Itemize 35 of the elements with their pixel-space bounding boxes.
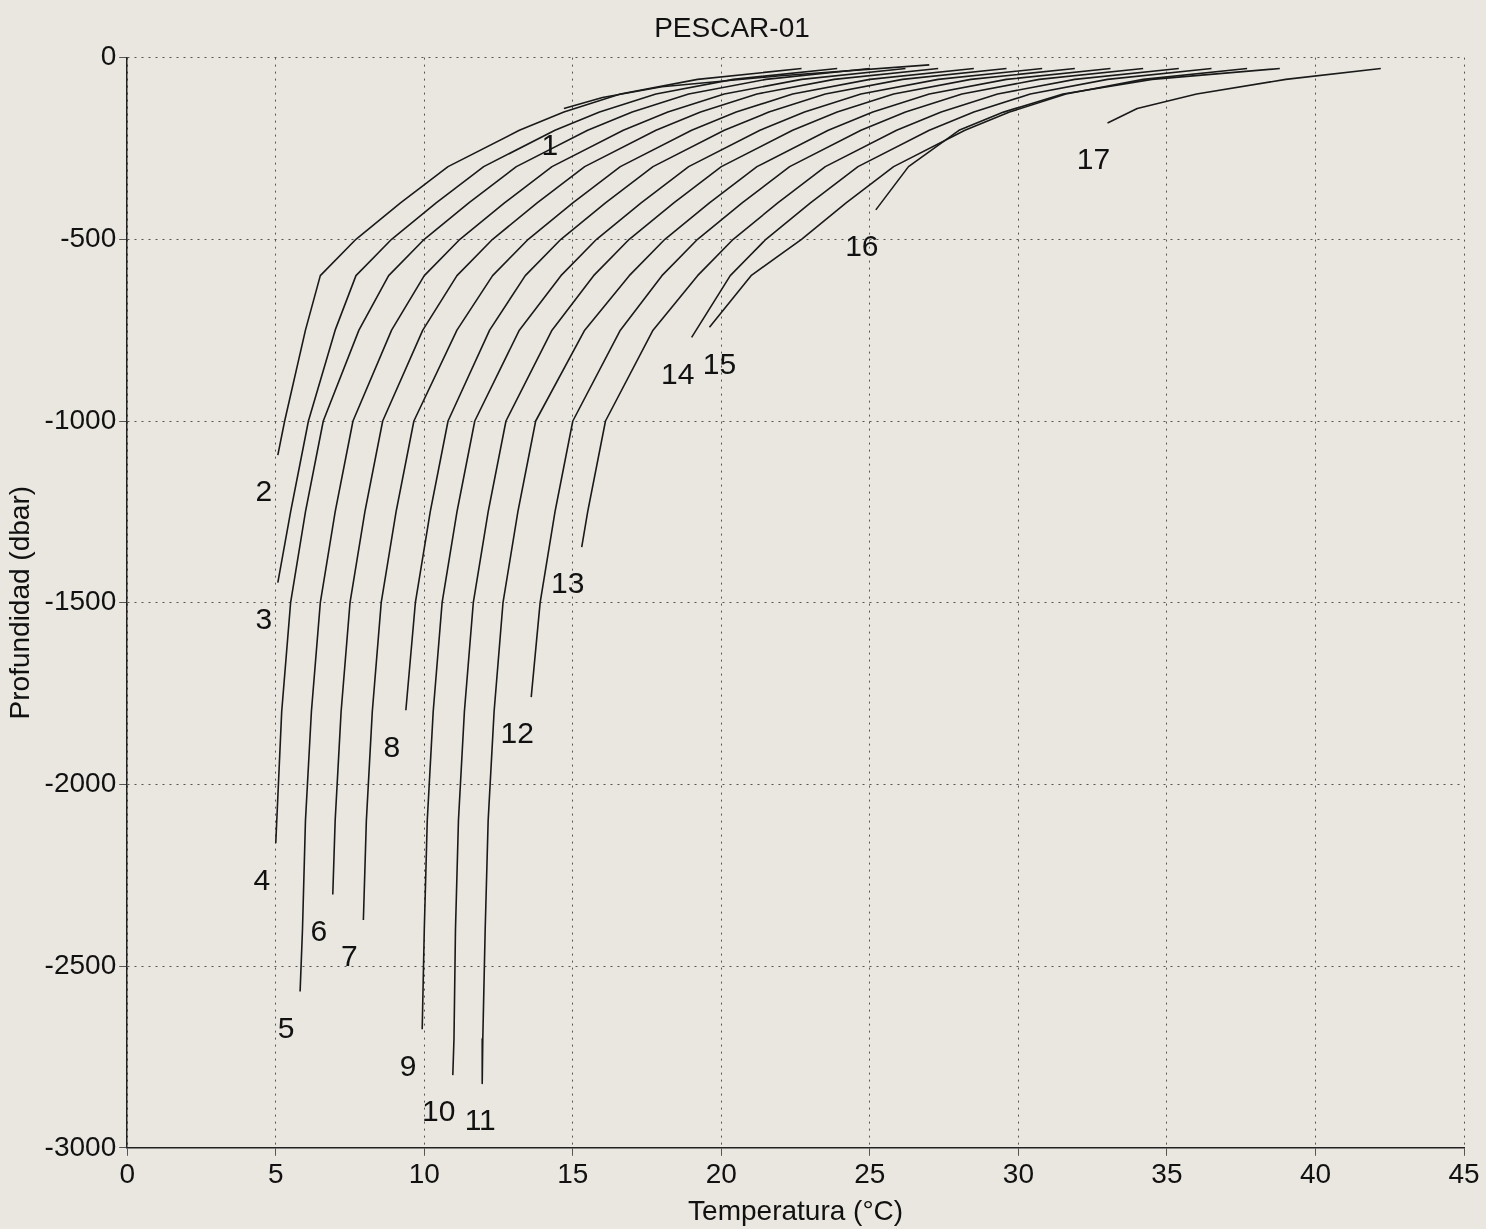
- series-label: 16: [845, 229, 879, 263]
- series-label: 10: [422, 1094, 456, 1128]
- series-label: 6: [310, 913, 328, 947]
- series-label: 14: [660, 356, 695, 390]
- series-label: 15: [702, 346, 737, 380]
- series-label: 12: [500, 716, 534, 750]
- y-tick-label: -1500: [44, 585, 117, 617]
- x-tick-label: 30: [1002, 1158, 1034, 1190]
- y-tick-label: 0: [100, 40, 117, 72]
- series-label: 9: [399, 1048, 417, 1082]
- series-label: 7: [341, 939, 358, 973]
- series-label: 11: [464, 1102, 496, 1136]
- y-tick-label: -2000: [44, 767, 117, 799]
- y-tick-label: -500: [60, 222, 117, 254]
- y-tick-label: -1000: [44, 403, 117, 435]
- series-label: 13: [551, 566, 585, 600]
- y-axis-title: Profundidad (dbar): [3, 485, 35, 720]
- x-tick-label: 10: [408, 1158, 440, 1190]
- y-tick-label: -2500: [44, 948, 117, 980]
- series-label: 2: [255, 474, 273, 508]
- x-tick-label: 5: [267, 1158, 284, 1190]
- x-tick-label: 15: [557, 1158, 589, 1190]
- x-tick-label: 20: [705, 1158, 737, 1190]
- series-label: 17: [1076, 142, 1111, 176]
- series-label: 4: [253, 862, 271, 896]
- chart-title: PESCAR-01: [654, 11, 810, 43]
- series-label: 5: [277, 1010, 295, 1044]
- x-tick-label: 40: [1299, 1158, 1332, 1190]
- x-tick-label: 45: [1448, 1158, 1480, 1190]
- x-tick-label: 35: [1151, 1158, 1183, 1190]
- y-tick-label: -3000: [44, 1130, 117, 1162]
- x-tick-label: 25: [854, 1158, 886, 1190]
- series-label: 8: [383, 729, 401, 763]
- x-axis-title: Temperatura (°C): [688, 1194, 904, 1226]
- series-label: 3: [255, 601, 273, 635]
